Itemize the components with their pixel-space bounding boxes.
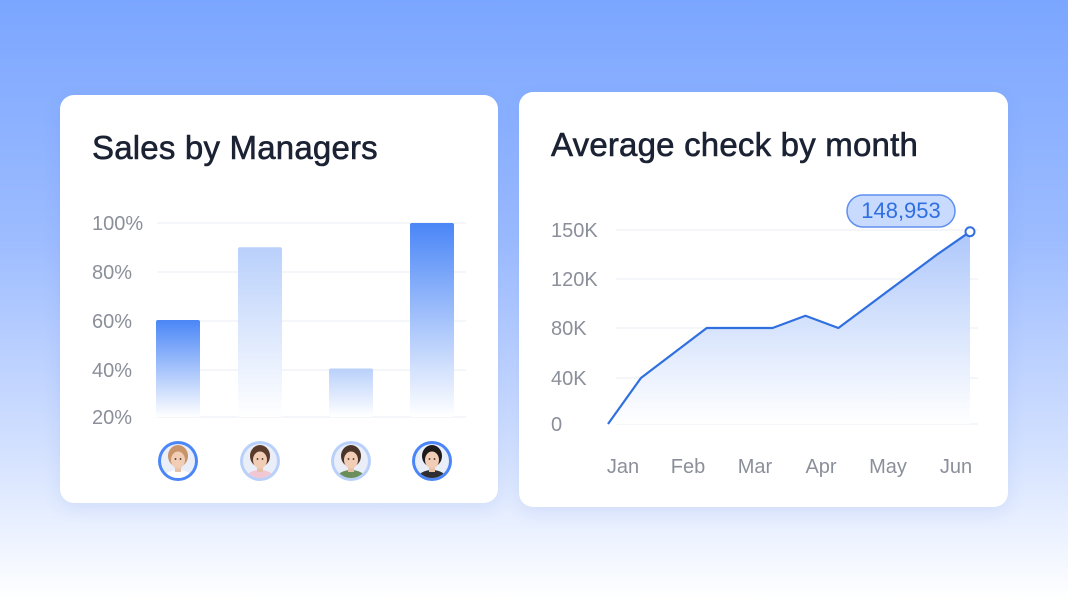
bar <box>238 247 282 417</box>
x-tick-label: Jan <box>607 456 639 478</box>
x-tick-label: Mar <box>738 456 773 478</box>
avatar-icon <box>240 441 280 481</box>
y-tick-label: 60% <box>92 311 132 333</box>
y-tick-label: 20% <box>92 407 132 429</box>
y-tick-label: 120K <box>551 269 598 291</box>
line-chart: 150K 120K 80K 40K 0 148,953 Jan Feb Mar Apr May Jun <box>551 194 978 478</box>
x-tick-label: Feb <box>671 456 705 478</box>
y-tick-label: 80K <box>551 318 587 340</box>
avatar-icon <box>331 441 371 481</box>
y-tick-label: 40K <box>551 368 587 390</box>
y-tick-label: 0 <box>551 414 562 436</box>
bar <box>156 320 200 417</box>
avatar-icon <box>412 441 452 481</box>
badge-value: 148,953 <box>861 198 941 223</box>
card-title: Sales by Managers <box>92 129 378 167</box>
bar-chart: 100% 80% 60% 40% 20% <box>92 213 466 481</box>
y-tick-label: 80% <box>92 262 132 284</box>
y-tick-label: 150K <box>551 220 598 242</box>
sales-by-managers-card: Sales by Managers 100% 80% 60% 40% 20% <box>60 95 498 503</box>
bar <box>329 368 373 417</box>
card-title: Average check by month <box>551 126 918 164</box>
x-tick-label: Apr <box>805 456 836 478</box>
x-tick-label: May <box>869 456 907 478</box>
y-tick-label: 100% <box>92 213 143 235</box>
series-line <box>607 230 971 425</box>
average-check-card: Average check by month 150K 120K 80K 40K 0 14… <box>519 92 1008 507</box>
bar <box>410 223 454 417</box>
x-tick-label: Jun <box>940 456 972 478</box>
area-fill <box>608 231 970 424</box>
avatar-icon <box>158 441 198 481</box>
value-badge: 148,953 <box>846 194 956 228</box>
highlight-point <box>964 226 976 238</box>
y-tick-label: 40% <box>92 360 132 382</box>
